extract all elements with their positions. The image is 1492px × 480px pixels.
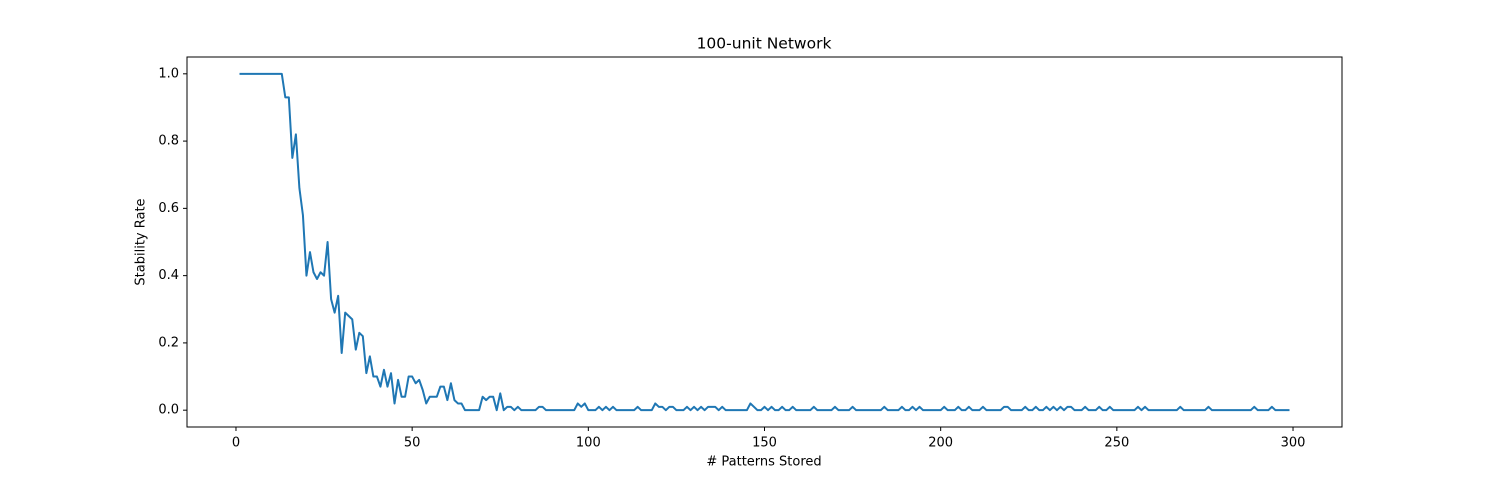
- x-tick-label: 0: [232, 436, 240, 451]
- x-tick-label: 250: [1104, 436, 1129, 451]
- y-tick-label: 0.8: [158, 134, 179, 149]
- chart-title: 100-unit Network: [697, 35, 832, 53]
- y-tick-label: 1.0: [158, 66, 179, 81]
- plot-frame: [186, 56, 1343, 428]
- y-tick-label: 0.4: [158, 268, 179, 283]
- x-axis-label: # Patterns Stored: [706, 455, 821, 470]
- x-tick-label: 100: [576, 436, 601, 451]
- y-tick-label: 0.2: [158, 335, 179, 350]
- x-tick-label: 200: [928, 436, 953, 451]
- x-tick-label: 300: [1281, 436, 1306, 451]
- y-tick-label: 0.0: [158, 403, 179, 418]
- x-tick-label: 50: [404, 436, 421, 451]
- data-line: [239, 72, 1290, 412]
- x-tick-label: 150: [752, 436, 777, 451]
- y-tick-label: 0.6: [158, 201, 179, 216]
- y-axis-label: Stability Rate: [134, 198, 149, 285]
